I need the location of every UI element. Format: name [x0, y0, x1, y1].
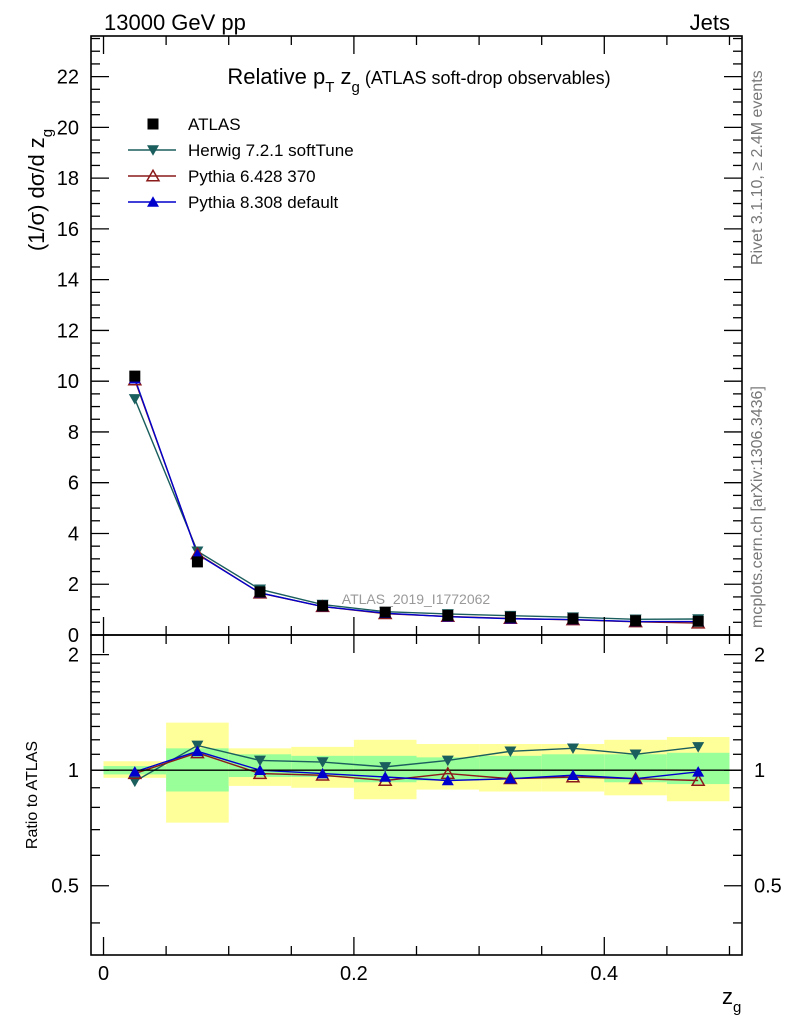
herwig-7-2-1-softtune-ratio-point [629, 749, 642, 760]
ratio-series-lines [134, 744, 699, 782]
legend-marker-atlas [147, 118, 159, 130]
legend-label-pythia-6-428-370: Pythia 6.428 370 [188, 167, 316, 186]
legend-label-atlas: ATLAS [188, 115, 241, 134]
ratio-y-tick-label-left: 0.5 [51, 876, 79, 898]
atlas-point [567, 613, 579, 625]
legend-marker-pythia-8-308-default [147, 196, 159, 207]
mcplots-label: mcplots.cern.ch [arXiv:1306.3436] [749, 386, 766, 628]
y-tick-label: 12 [57, 320, 79, 342]
x-tick-label: 0.2 [340, 963, 368, 985]
y-tick-label: 10 [57, 371, 79, 393]
herwig-7-2-1-softtune-ratio-line [134, 744, 699, 782]
herwig-7-2-1-softtune-ratio-point [566, 743, 579, 755]
y-tick-label: 16 [57, 219, 79, 241]
herwig-7-2-1-softtune-line [134, 398, 699, 620]
rivet-label: Rivet 3.1.10, ≥ 2.4M events [749, 70, 766, 265]
pythia-8-308-default-line [134, 378, 699, 623]
pythia-8-308-default-ratio-point [379, 771, 392, 782]
atlas-point [442, 609, 454, 621]
atlas-point [630, 615, 642, 627]
pythia-8-308-default-ratio-point [128, 766, 141, 777]
y-tick-label: 14 [57, 270, 79, 292]
pythia-6-428-370-ratio-point [690, 773, 706, 787]
herwig-7-2-1-softtune-ratio-point [692, 742, 705, 753]
atlas-point [254, 586, 266, 598]
y-tick-label: 18 [57, 168, 79, 190]
x-axis-label: zg [722, 984, 741, 1016]
y-tick-label: 4 [68, 523, 79, 545]
atlas-point [692, 615, 704, 627]
ratio-green-band-bin [479, 755, 542, 779]
legend-label-herwig-7-2-1-softtune: Herwig 7.2.1 softTune [188, 141, 354, 160]
legend-label-pythia-8-308-default: Pythia 8.308 default [188, 193, 339, 212]
atlas-point [129, 370, 141, 382]
herwig-7-2-1-softtune-ratio-point [254, 755, 267, 767]
herwig-7-2-1-softtune-ratio-point [504, 746, 517, 757]
atlas-point [191, 556, 203, 568]
pythia-8-308-default-ratio-point [566, 769, 579, 781]
pythia-8-308-default-ratio-point [504, 773, 517, 784]
herwig-7-2-1-softtune-ratio-point [316, 757, 329, 768]
main-series-markers [127, 370, 706, 629]
ratio-y-tick-label-right: 2 [754, 645, 765, 667]
pythia-8-308-default-ratio-line [134, 750, 699, 782]
ratio-y-tick-label-right: 0.5 [754, 876, 782, 898]
ratio-y-tick-label-left: 1 [68, 760, 79, 782]
y-axis-label: (1/σ) dσ/d zg [24, 129, 56, 251]
y-tick-label: 6 [68, 473, 79, 495]
pythia-8-308-default-ratio-point [254, 764, 267, 775]
header-left: 13000 GeV pp [104, 10, 246, 35]
pythia-6-428-370-ratio-line [134, 752, 699, 782]
ratio-series-markers [127, 740, 706, 788]
pythia-8-308-default-ratio-point [692, 766, 705, 777]
herwig-7-2-1-softtune-ratio-point [379, 762, 392, 773]
legend-marker-pythia-6-428-370 [145, 168, 161, 182]
legend: ATLAS Herwig 7.2.1 softTune Pythia 6.428 3… [128, 115, 354, 212]
atlas-point [317, 600, 329, 612]
y-tick-label: 20 [57, 117, 79, 139]
pythia-8-308-default-ratio-point [629, 773, 642, 784]
pythia-8-308-default-ratio-point [441, 774, 454, 786]
atlas-point [504, 611, 516, 623]
x-tick-label: 0 [98, 963, 109, 985]
y-tick-label: 8 [68, 422, 79, 444]
herwig-7-2-1-softtune-ratio-point [441, 755, 454, 767]
atlas-point [379, 606, 391, 618]
y-tick-label: 2 [68, 574, 79, 596]
ratio-y-tick-label-left: 2 [68, 645, 79, 667]
pythia-8-308-default-ratio-point [191, 745, 204, 757]
y-tick-label: 22 [57, 67, 79, 89]
chart-title: Relative pT zg (ATLAS soft-drop observab… [227, 64, 610, 96]
pythia-8-308-default-ratio-point [316, 767, 329, 779]
ratio-y-tick-label-right: 1 [754, 760, 765, 782]
herwig-7-2-1-softtune-point [128, 394, 141, 405]
pythia-6-428-370-line [134, 379, 699, 624]
main-series-lines [134, 378, 699, 624]
x-tick-label: 0.4 [590, 963, 618, 985]
header-right: Jets [690, 10, 730, 35]
analysis-watermark: ATLAS_2019_I1772062 [342, 591, 491, 607]
ratio-y-axis-label: Ratio to ATLAS [24, 741, 41, 849]
y-tick-label: 0 [68, 625, 79, 647]
legend-marker-herwig-7-2-1-softtune [147, 145, 159, 156]
herwig-7-2-1-softtune-ratio-point [128, 776, 141, 788]
